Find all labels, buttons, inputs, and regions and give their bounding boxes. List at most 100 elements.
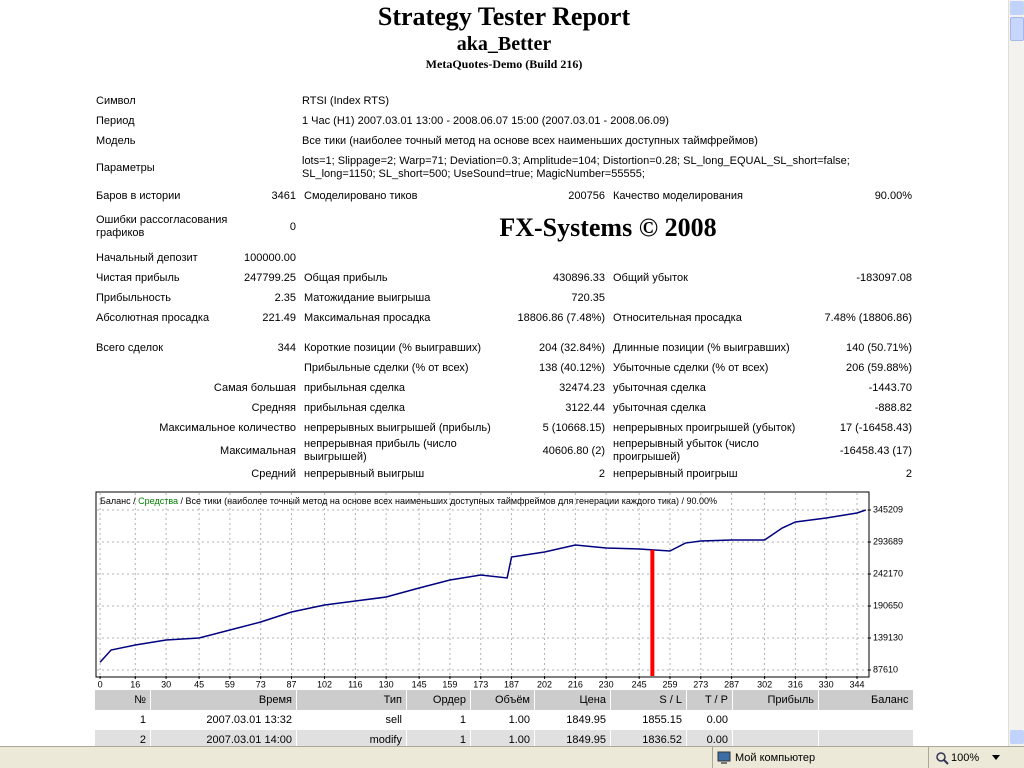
stats-value: 221.49 [262, 311, 296, 324]
trade-cell: 1 [406, 710, 471, 730]
report-title: Strategy Tester Report [377, 2, 631, 31]
trade-cell: 2007.03.01 14:00 [150, 730, 297, 750]
trade-cell: 2 [94, 730, 151, 750]
stats-label [92, 358, 300, 378]
column-header: Тип [296, 690, 407, 710]
stats-label: Всего сделок [96, 341, 164, 354]
column-header: S / L [610, 690, 687, 710]
stats-row: Прибыльность 2.35 Матожидание выигрыша 720.… [92, 288, 916, 308]
x-tick-label: 202 [537, 679, 552, 688]
stats-label: Качество моделирования [613, 189, 743, 202]
balance-chart: 87610 139130 190650 242170 293689 345209 0 16 30… [95, 491, 903, 688]
x-tick-label: 245 [632, 679, 647, 688]
trade-row: 1 2007.03.01 13:32 sell 1 1.00 1849.95 1855.15… [94, 710, 913, 730]
column-header: T / P [686, 690, 733, 710]
stats-value: 17 (-16458.43) [839, 421, 912, 434]
column-header: № [94, 690, 151, 710]
info-value: Все тики (наиболее точный метод на основ… [302, 134, 758, 147]
stats-value: -183097.08 [856, 271, 912, 284]
stats-value: 5 (10668.15) [542, 421, 605, 434]
stats-label: непрерывный проигрыш [613, 467, 738, 480]
status-divider [928, 747, 929, 768]
scroll-thumb[interactable] [1010, 17, 1024, 41]
info-value: lots=1; Slippage=2; Warp=71; Deviation=0… [302, 155, 850, 180]
info-label: Период [96, 114, 135, 127]
x-tick-label: 344 [849, 679, 864, 688]
separator: / [178, 496, 186, 506]
stats-label: Прибыльные сделки (% от всех) [304, 361, 469, 374]
x-tick-label: 173 [473, 679, 488, 688]
stats-label: Убыточные сделки (% от всех) [613, 361, 769, 374]
stats-value: 247799.25 [244, 271, 296, 284]
server-name: MetaQuotes-Demo (Build 216) [425, 57, 583, 71]
x-tick-label: 287 [724, 679, 739, 688]
trade-cell: 0.00 [686, 710, 733, 730]
y-tick-label: 293689 [873, 536, 903, 546]
stats-row: Самая большая прибыльная сделка 32474.23 уб… [92, 378, 916, 398]
stats-value: 0 [289, 220, 296, 233]
zoom-label[interactable]: 100% [951, 752, 980, 764]
x-tick-label: 102 [317, 679, 332, 688]
stats-label: Максимальная просадка [304, 311, 431, 324]
x-tick-label: 30 [161, 679, 171, 688]
column-header: Ордер [406, 690, 471, 710]
status-divider [712, 747, 713, 768]
stats-row: Начальный депозит 100000.00 [92, 248, 916, 268]
x-tick-label: 230 [599, 679, 614, 688]
zone-label: Мой компьютер [735, 752, 816, 764]
chart-caption: Баланс / Средства / Все тики (наиболее т… [100, 496, 717, 506]
stats-label: Самая большая [213, 381, 296, 394]
x-tick-label: 216 [568, 679, 583, 688]
x-tick-label: 0 [98, 679, 103, 688]
separator: / [131, 496, 139, 506]
stats-row: Максимальное количество непрерывных выигр… [92, 418, 916, 438]
stats-label: Короткие позиции (% выигравших) [304, 341, 482, 354]
stats-label: Баров в истории [96, 189, 181, 202]
stats-label: Общая прибыль [304, 271, 388, 284]
info-row: Период 1 Час (H1) 2007.03.01 13:00 - 2008… [92, 111, 918, 131]
scroll-down[interactable] [1010, 730, 1024, 744]
computer-icon [717, 751, 731, 764]
stats-value: 344 [277, 341, 296, 354]
stats-label: непрерывных проигрышей (убыток) [613, 421, 796, 434]
scroll-up[interactable] [1010, 1, 1024, 15]
stats-table: Баров в истории 3461 Смоделировано тиков 20… [92, 186, 916, 484]
stats-label: непрерывный убыток (число проигрышей) [613, 438, 759, 463]
stats-row: Прибыльные сделки (% от всех) 138 (40.12%… [92, 358, 916, 378]
info-label: Параметры [96, 161, 155, 174]
x-tick-label: 16 [130, 679, 140, 688]
stats-value: -888.82 [874, 401, 912, 414]
stats-row: Абсолютная просадка 221.49 Максимальная пр… [92, 308, 916, 328]
x-tick-label: 87 [287, 679, 297, 688]
plot-frame [95, 491, 870, 678]
stats-label: Смоделировано тиков [304, 189, 418, 202]
x-tick-label: 302 [757, 679, 772, 688]
stats-value: 2 [905, 467, 912, 480]
zoom-dropdown[interactable] [992, 755, 1000, 761]
stats-label: прибыльная сделка [304, 381, 406, 394]
stats-label: Относительная просадка [613, 311, 742, 324]
trade-cell: 1855.15 [610, 710, 687, 730]
info-row: Символ RTSI (Index RTS) [92, 91, 918, 111]
stats-value: 200756 [568, 189, 605, 202]
legend-balance: Баланс [100, 496, 131, 506]
zoom-icon[interactable] [935, 751, 949, 765]
trade-cell: 2007.03.01 13:32 [150, 710, 297, 730]
stats-label: убыточная сделка [613, 381, 706, 394]
trade-cell: 1849.95 [534, 730, 611, 750]
x-tick-label: 159 [442, 679, 457, 688]
stats-label: Начальный депозит [96, 251, 198, 264]
column-header: Цена [534, 690, 611, 710]
scrollbar[interactable] [1008, 0, 1024, 746]
stats-row: Всего сделок 344 Короткие позиции (% выигр… [92, 328, 916, 358]
x-tick-label: 145 [412, 679, 427, 688]
stats-label: прибыльная сделка [304, 401, 406, 414]
trade-row: 2 2007.03.01 14:00 modify 1 1.00 1849.95 1836.… [94, 730, 913, 750]
stats-label: Длинные позиции (% выигравших) [613, 341, 790, 354]
trade-cell: modify [296, 730, 407, 750]
trade-cell [818, 730, 913, 750]
info-label: Модель [96, 134, 136, 147]
stats-label: Максимальное количество [159, 421, 296, 434]
stats-value: 3122.44 [565, 401, 605, 414]
